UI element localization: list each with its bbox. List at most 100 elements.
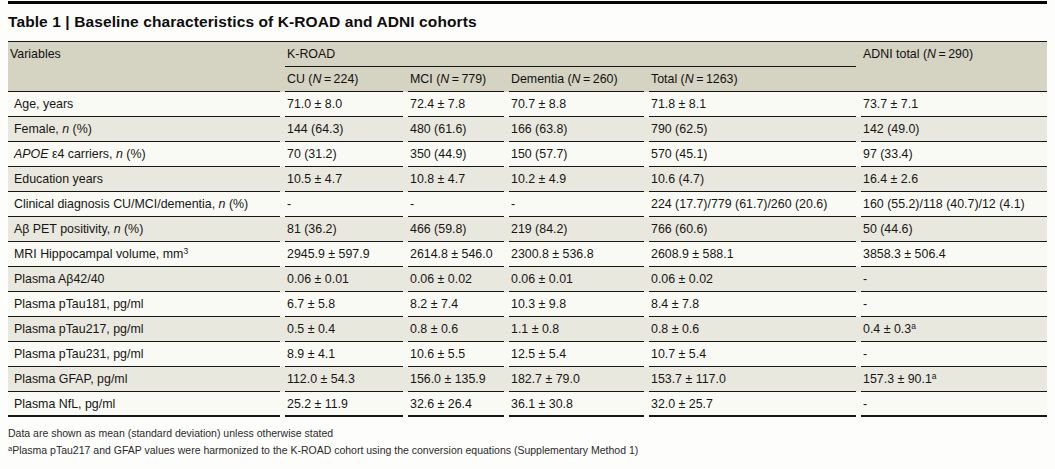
table-row: Plasma pTau181, pg/ml6.7 ± 5.88.2 ± 7.41…: [8, 292, 1047, 317]
value-cell: 36.1 ± 30.8: [509, 392, 649, 417]
value-cell: -: [861, 292, 1047, 317]
value-cell: 8.9 ± 4.1: [285, 342, 408, 367]
table-row: Plasma GFAP, pg/ml112.0 ± 54.3156.0 ± 13…: [8, 367, 1047, 392]
value-cell: 2945.9 ± 597.9: [285, 242, 408, 267]
value-cell: 0.8 ± 0.6: [408, 317, 509, 342]
value-cell: 73.7 ± 7.1: [861, 92, 1047, 117]
value-cell: 72.4 ± 7.8: [408, 92, 509, 117]
value-cell: 2614.8 ± 546.0: [408, 242, 509, 267]
table-row: Education years10.5 ± 4.710.8 ± 4.710.2 …: [8, 167, 1047, 192]
value-cell: -: [861, 392, 1047, 417]
value-cell: 144 (64.3): [285, 117, 408, 142]
value-cell: 224 (17.7)/779 (61.7)/260 (20.6): [649, 192, 861, 217]
group-header-kroad: K-ROAD: [285, 42, 861, 68]
value-cell: 71.0 ± 8.0: [285, 92, 408, 117]
table-row: Plasma NfL, pg/ml25.2 ± 11.932.6 ± 26.43…: [8, 392, 1047, 417]
footnote-a: aPlasma pTau217 and GFAP values were har…: [8, 442, 1047, 459]
value-cell: 160 (55.2)/118 (40.7)/12 (4.1): [861, 192, 1047, 217]
value-cell: 97 (33.4): [861, 142, 1047, 167]
value-cell: 0.06 ± 0.01: [285, 267, 408, 292]
value-cell: 71.8 ± 8.1: [649, 92, 861, 117]
value-cell: 10.7 ± 5.4: [649, 342, 861, 367]
row-label: APOE ε4 carriers, n (%): [8, 142, 285, 167]
value-cell: 0.4 ± 0.3a: [861, 317, 1047, 342]
value-cell: 0.06 ± 0.01: [509, 267, 649, 292]
table-row: Plasma Aβ42/400.06 ± 0.010.06 ± 0.020.06…: [8, 267, 1047, 292]
value-cell: 32.0 ± 25.7: [649, 392, 861, 417]
column-header-mci: MCI (N = 779): [408, 67, 509, 92]
row-label: Plasma pTau231, pg/ml: [8, 342, 285, 367]
table-row: Age, years71.0 ± 8.072.4 ± 7.870.7 ± 8.8…: [8, 92, 1047, 117]
value-cell: 10.2 ± 4.9: [509, 167, 649, 192]
footnote-general: Data are shown as mean (standard deviati…: [8, 425, 1047, 442]
value-cell: 150 (57.7): [509, 142, 649, 167]
value-cell: -: [285, 192, 408, 217]
group-header-adni-total: ADNI total (N = 290): [861, 42, 1047, 93]
header-row-groups: Variables K-ROAD ADNI total (N = 290): [8, 42, 1047, 68]
value-cell: 3858.3 ± 506.4: [861, 242, 1047, 267]
value-cell: 10.6 ± 5.5: [408, 342, 509, 367]
table-row: Female, n (%)144 (64.3)480 (61.6)166 (63…: [8, 117, 1047, 142]
table-row: Aβ PET positivity, n (%)81 (36.2)466 (59…: [8, 217, 1047, 242]
table-row: Clinical diagnosis CU/MCI/dementia, n (%…: [8, 192, 1047, 217]
value-cell: 10.5 ± 4.7: [285, 167, 408, 192]
row-label: Plasma pTau217, pg/ml: [8, 317, 285, 342]
column-header-dementia: Dementia (N = 260): [509, 67, 649, 92]
row-label: Plasma Aβ42/40: [8, 267, 285, 292]
footnotes: Data are shown as mean (standard deviati…: [8, 425, 1047, 460]
value-cell: 10.3 ± 9.8: [509, 292, 649, 317]
value-cell: 0.06 ± 0.02: [408, 267, 509, 292]
value-cell: 10.6 (4.7): [649, 167, 861, 192]
table-body: Age, years71.0 ± 8.072.4 ± 7.870.7 ± 8.8…: [8, 92, 1047, 417]
baseline-characteristics-table: Variables K-ROAD ADNI total (N = 290) CU…: [8, 41, 1047, 417]
column-header-variables: Variables: [8, 42, 285, 93]
value-cell: 8.2 ± 7.4: [408, 292, 509, 317]
table-row: Plasma pTau231, pg/ml8.9 ± 4.110.6 ± 5.5…: [8, 342, 1047, 367]
row-label: Plasma GFAP, pg/ml: [8, 367, 285, 392]
value-cell: 790 (62.5): [649, 117, 861, 142]
value-cell: 70.7 ± 8.8: [509, 92, 649, 117]
value-cell: 480 (61.6): [408, 117, 509, 142]
value-cell: 466 (59.8): [408, 217, 509, 242]
value-cell: 166 (63.8): [509, 117, 649, 142]
value-cell: 182.7 ± 79.0: [509, 367, 649, 392]
row-label: Female, n (%): [8, 117, 285, 142]
top-rule: [8, 1, 1047, 4]
row-label: Age, years: [8, 92, 285, 117]
value-cell: 8.4 ± 7.8: [649, 292, 861, 317]
value-cell: 142 (49.0): [861, 117, 1047, 142]
value-cell: 12.5 ± 5.4: [509, 342, 649, 367]
value-cell: 0.06 ± 0.02: [649, 267, 861, 292]
value-cell: -: [509, 192, 649, 217]
value-cell: 32.6 ± 26.4: [408, 392, 509, 417]
value-cell: 16.4 ± 2.6: [861, 167, 1047, 192]
row-label: Clinical diagnosis CU/MCI/dementia, n (%…: [8, 192, 285, 217]
value-cell: 350 (44.9): [408, 142, 509, 167]
value-cell: 766 (60.6): [649, 217, 861, 242]
value-cell: 112.0 ± 54.3: [285, 367, 408, 392]
value-cell: 2300.8 ± 536.8: [509, 242, 649, 267]
value-cell: 70 (31.2): [285, 142, 408, 167]
table-row: Plasma pTau217, pg/ml0.5 ± 0.40.8 ± 0.61…: [8, 317, 1047, 342]
row-label: Plasma pTau181, pg/ml: [8, 292, 285, 317]
value-cell: 81 (36.2): [285, 217, 408, 242]
value-cell: -: [861, 342, 1047, 367]
value-cell: 6.7 ± 5.8: [285, 292, 408, 317]
table-row: MRI Hippocampal volume, mm32945.9 ± 597.…: [8, 242, 1047, 267]
value-cell: 25.2 ± 11.9: [285, 392, 408, 417]
value-cell: 156.0 ± 135.9: [408, 367, 509, 392]
value-cell: 219 (84.2): [509, 217, 649, 242]
column-header-cu: CU (N = 224): [285, 67, 408, 92]
value-cell: 10.8 ± 4.7: [408, 167, 509, 192]
value-cell: 0.5 ± 0.4: [285, 317, 408, 342]
row-label: Plasma NfL, pg/ml: [8, 392, 285, 417]
row-label: Aβ PET positivity, n (%): [8, 217, 285, 242]
value-cell: 0.8 ± 0.6: [649, 317, 861, 342]
value-cell: 50 (44.6): [861, 217, 1047, 242]
paper-table-figure: Table 1 | Baseline characteristics of K-…: [8, 1, 1047, 460]
value-cell: -: [861, 267, 1047, 292]
value-cell: 157.3 ± 90.1a: [861, 367, 1047, 392]
table-header: Variables K-ROAD ADNI total (N = 290) CU…: [8, 42, 1047, 93]
value-cell: 570 (45.1): [649, 142, 861, 167]
column-header-total: Total (N = 1263): [649, 67, 861, 92]
